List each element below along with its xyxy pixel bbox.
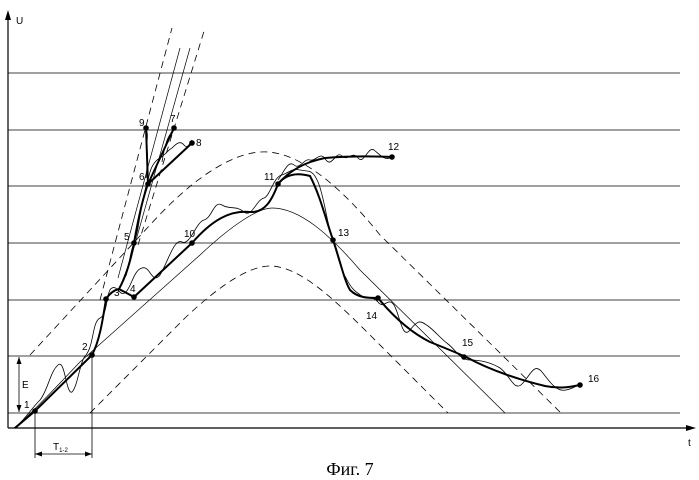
smoothed-curve-main [15,174,580,428]
point-8-marker [189,140,195,146]
steep-dashed-left [100,28,172,300]
point-label: 13 [338,228,350,239]
t-label: T1-2 [53,442,68,454]
point-13-marker [330,237,336,243]
point-2-marker [89,352,95,358]
x-axis-label: t [688,438,691,449]
oscillating-signal-main [14,169,580,428]
point-label: 3 [114,288,120,299]
steep-dashed-right [138,28,205,245]
point-label: 8 [196,138,202,149]
point-label: 12 [388,142,400,153]
t-marker-arrow-right [85,452,92,457]
point-label: 10 [184,229,196,240]
smoothed-curve-to-12 [278,156,392,184]
figure-caption: Фиг. 7 [326,459,373,479]
point-label: 9 [139,118,145,129]
oscillating-signal-upper [278,149,390,180]
point-4-marker [131,294,137,300]
thin-reference-curve [18,208,505,425]
point-label: 4 [130,284,136,295]
upper-dashed-envelope [30,152,560,412]
t-marker-arrow-left [35,452,42,457]
point-label: 11 [264,172,275,183]
threshold-lines [8,73,680,413]
oscillating-signal-steep [120,140,192,288]
point-1-marker [32,408,38,414]
point-6-marker [145,181,151,187]
point-14-marker [375,295,381,301]
point-3-marker [103,296,109,302]
point-label: 7 [170,114,176,125]
e-marker-arrow-bottom [17,405,22,412]
e-label: E [22,380,29,391]
dashed-envelopes [30,28,560,413]
t-label-subscript: 1-2 [59,448,68,454]
y-axis-label: U [16,16,23,27]
e-marker-arrow-top [17,357,22,364]
point-12-marker [389,154,395,160]
reference-curves [18,48,505,425]
point-15-marker [461,354,467,360]
smoothed-estimate [15,128,580,428]
point-label: 2 [82,342,88,353]
point-label: 15 [462,338,474,349]
point-5-marker [131,240,137,246]
raw-signal [14,128,580,428]
point-label: 1 [24,400,30,411]
point-label: 5 [124,232,130,243]
point-11-marker [275,181,281,187]
point-label: 14 [366,311,378,322]
point-7-marker [171,125,177,131]
numbered-points [32,125,583,414]
point-label: 16 [588,374,600,385]
x-axis-arrow [686,425,696,431]
point-10-marker [189,240,195,246]
smoothed-branch-7 [148,128,174,184]
point-16-marker [577,382,583,388]
point-label: 6 [139,172,145,183]
y-axis-arrow [5,10,11,20]
